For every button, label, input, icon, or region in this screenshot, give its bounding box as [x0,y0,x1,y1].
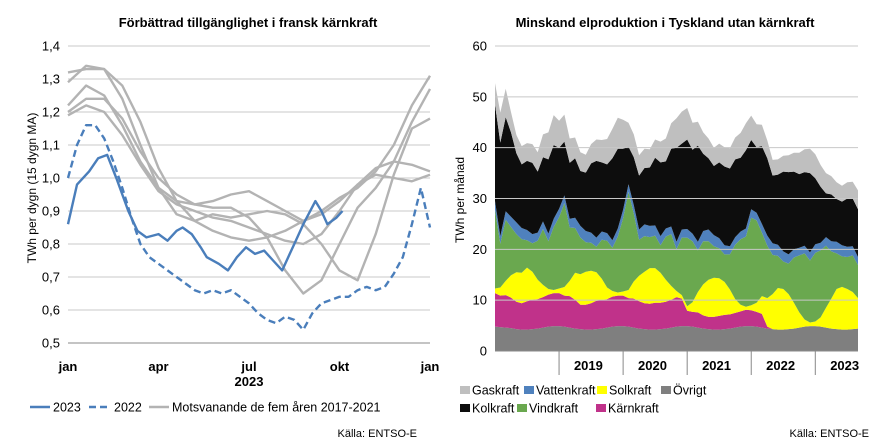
area-k-rnkraft [495,293,858,330]
left-y-tick-label: 1,3 [42,72,60,87]
right-x-tick-label: 2021 [702,358,731,373]
left-y-tick-label: 0,7 [42,270,60,285]
historical-line [67,64,431,282]
legend-swatch [524,386,534,394]
right-x-ticks: 2019 2020 2021 2022 2023 [558,351,859,375]
left-y-tick-label: 1,4 [42,39,60,54]
legend-label: Kärnkraft [608,402,659,416]
left-legend: 2023 2022 Motsvanande de fem åren 2017-2… [30,401,381,415]
legend-label: Kolkraft [472,402,515,416]
left-y-tick-label: 1,0 [42,171,60,186]
legend-swatch [661,386,671,394]
left-x-tick-label: okt [330,359,350,374]
historical-line [67,104,431,246]
right-legend: Gaskraft Vattenkraft Solkraft Övrigt Kolkraf… [460,384,707,416]
legend-label: Vindkraft [529,402,579,416]
area-gaskraft [495,83,858,210]
right-stacked-areas [495,83,858,351]
right-y-tick-label: 10 [473,293,487,308]
left-series [66,64,432,331]
legend-label: Vattenkraft [536,384,596,398]
left-source: Källa: ENTSO-E [338,428,417,440]
right-y-tick-label: 40 [473,140,487,155]
series-2023-line [66,153,344,272]
right-x-tick-label: 2020 [638,358,667,373]
left-y-axis-label: TWh per dygn (15 dygn MA) [25,113,39,264]
right-x-tick-label: 2023 [830,358,859,373]
left-y-tick-label: 0,5 [42,336,60,351]
right-y-tick-label: 0 [480,344,487,359]
legend-label: Gaskraft [472,384,520,398]
left-y-ticks: 1,4 1,3 1,2 1,1 1,0 0,9 0,8 0,7 0,6 0,5 [42,39,60,351]
right-y-ticks: 60 50 40 30 20 10 0 [473,39,487,359]
legend-swatch [460,386,470,394]
area-kolkraft [495,104,858,257]
right-y-tick-label: 30 [473,191,487,206]
left-x-ticks: jan apr jul okt jan [58,359,440,374]
area-vattenkraft [495,184,858,266]
left-y-tick-label: 0,6 [42,303,60,318]
legend-hist-label: Motsvanande de fem åren 2017-2021 [172,401,381,415]
legend-label: Solkraft [609,384,652,398]
left-y-tick-label: 0,9 [42,204,60,219]
legend-swatch [517,404,527,412]
right-gridlines [495,45,858,301]
area--vrigt [495,326,858,351]
left-x-axis-label: 2023 [235,374,264,389]
left-x-tick-label: apr [148,359,168,374]
legend-swatch [460,404,470,412]
right-x-tick-label: 2019 [574,358,603,373]
left-chart-title: Förbättrad tillgänglighet i fransk kärnk… [119,15,378,30]
right-y-tick-label: 50 [473,89,487,104]
legend-2023-label: 2023 [53,401,81,415]
right-y-axis-label: TWh per månad [453,157,467,243]
legend-swatch [596,404,606,412]
left-x-tick-label: jan [58,359,78,374]
area-vindkraft [495,191,858,323]
right-y-tick-label: 60 [473,39,487,54]
left-y-tick-label: 0,8 [42,237,60,252]
left-x-tick-label: jan [420,359,440,374]
area-solkraft [495,267,858,330]
left-chart: Förbättrad tillgänglighet i fransk kärnk… [25,15,439,440]
left-y-tick-label: 1,2 [42,105,60,120]
legend-swatch [597,386,607,394]
historical-line [67,84,431,223]
legend-label: Övrigt [673,384,707,398]
left-y-tick-label: 1,1 [42,138,60,153]
right-x-tick-label: 2022 [766,358,795,373]
legend-2022-label: 2022 [114,401,142,415]
historical-line [67,88,432,295]
left-x-tick-label: jul [240,359,256,374]
right-y-tick-label: 20 [473,242,487,257]
right-chart: Minskand elproduktion i Tyskland utan kä… [453,15,869,440]
right-chart-title: Minskand elproduktion i Tyskland utan kä… [516,15,815,30]
right-source: Källa: ENTSO-E [790,428,869,440]
